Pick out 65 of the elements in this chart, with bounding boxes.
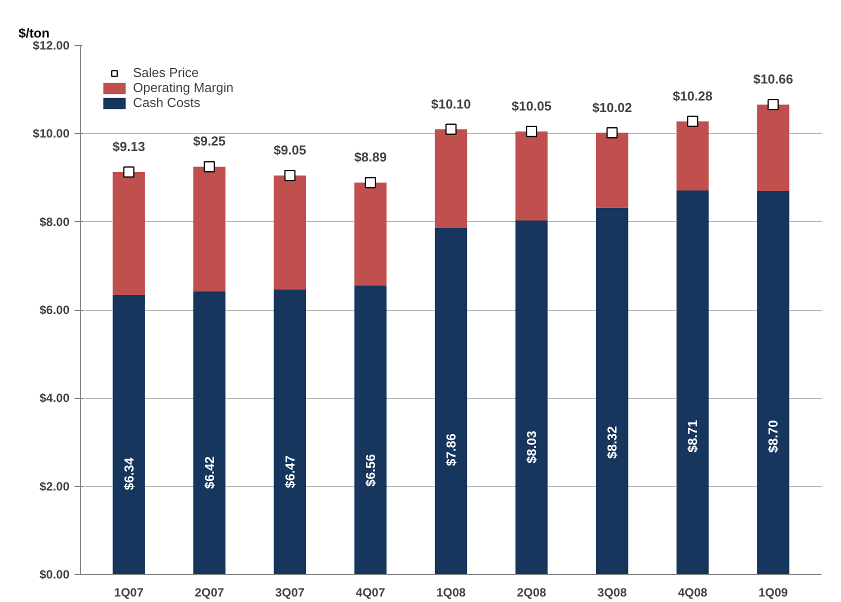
x-tick-label: 3Q08 [597,586,628,600]
point [526,126,538,138]
bar [112,172,145,296]
bar [354,285,387,574]
bar [434,228,468,574]
y-tick-label: $2.00 [39,479,70,494]
y-tick-label: $0.00 [39,568,70,582]
data-label: $8.70 [766,420,781,453]
bar [757,104,790,191]
point [606,127,618,138]
x-tick-label: 3Q07 [275,586,305,600]
data-label: $6.56 [362,454,378,487]
data-label: $7.86 [444,433,458,466]
data-label: $10.10 [431,96,471,112]
legend-label: Sales Price [133,65,199,80]
legend-label: Operating Margin [133,80,234,95]
point [284,170,296,182]
data-label: $6.42 [202,456,217,489]
data-label: $10.66 [753,72,794,87]
data-label: $10.02 [592,100,632,115]
data-label: $9.13 [112,139,146,154]
x-tick-label: 1Q08 [436,586,466,600]
data-label: $9.25 [193,134,226,149]
x-tick-label: 2Q08 [516,586,547,600]
y-tick-label: $6.00 [39,303,70,317]
bar [676,121,709,191]
bar [274,289,306,574]
bar [757,190,790,574]
y-tick-label: $8.00 [39,214,70,229]
data-label: $8.03 [524,430,540,464]
data-label: $6.47 [282,456,298,488]
bar [354,182,387,286]
point [123,166,134,178]
bar [515,131,548,221]
point [445,124,457,135]
bar [596,208,628,574]
point [364,177,376,188]
x-tick-label: 4Q07 [356,586,386,600]
bar [193,166,226,292]
bar [596,132,628,208]
y-tick-label: $4.00 [39,391,70,406]
y-tick-label: $10.00 [32,126,70,141]
x-tick-label: 1Q09 [758,586,788,600]
data-label: $8.89 [354,150,387,165]
data-label: $10.28 [672,88,713,104]
point [687,116,698,127]
point [768,98,779,110]
x-tick-label: 1Q07 [114,586,144,600]
bar [112,295,145,574]
bar [274,176,306,290]
bar [676,190,709,574]
bar [193,291,226,574]
data-label: $9.05 [274,142,306,158]
data-label: $8.32 [604,426,620,459]
bar [515,220,548,574]
point [204,161,215,172]
legend-label: Cash Costs [133,95,200,110]
bar [434,129,468,228]
data-label: $8.71 [685,420,700,453]
data-label: $6.34 [121,456,136,490]
x-tick-label: 2Q07 [194,586,224,600]
y-tick-label: $12.00 [32,38,70,52]
data-label: $10.05 [512,98,552,114]
y-axis-title: $/ton [18,26,50,40]
x-tick-label: 4Q08 [678,586,708,600]
